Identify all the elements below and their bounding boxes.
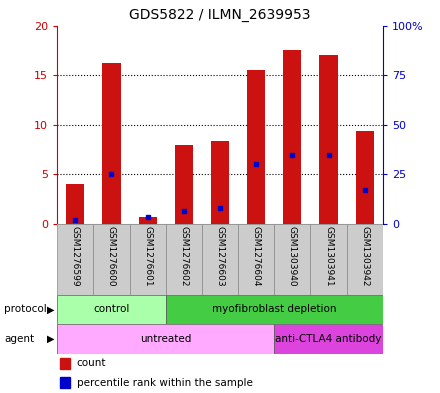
Bar [319, 55, 337, 224]
Bar [93, 224, 129, 295]
Text: count: count [77, 358, 106, 368]
Bar [166, 295, 383, 324]
Text: percentile rank within the sample: percentile rank within the sample [77, 378, 253, 388]
Text: agent: agent [4, 334, 34, 344]
Text: GSM1276601: GSM1276601 [143, 226, 152, 287]
Bar [175, 145, 193, 224]
Bar [129, 224, 166, 295]
Bar [238, 224, 274, 295]
Bar [274, 324, 383, 354]
Bar [211, 141, 229, 224]
Bar [103, 63, 121, 224]
Text: control: control [93, 305, 130, 314]
Bar [57, 224, 93, 295]
Bar [57, 324, 274, 354]
Text: GSM1276599: GSM1276599 [71, 226, 80, 287]
Bar [66, 184, 84, 224]
Text: anti-CTLA4 antibody: anti-CTLA4 antibody [275, 334, 382, 344]
Title: GDS5822 / ILMN_2639953: GDS5822 / ILMN_2639953 [129, 8, 311, 22]
Bar [274, 224, 311, 295]
Text: ▶: ▶ [47, 305, 55, 314]
Text: GSM1303941: GSM1303941 [324, 226, 333, 287]
Text: untreated: untreated [140, 334, 191, 344]
Text: myofibroblast depletion: myofibroblast depletion [212, 305, 337, 314]
Bar [356, 131, 374, 224]
Text: GSM1303940: GSM1303940 [288, 226, 297, 287]
Bar [202, 224, 238, 295]
Bar [247, 70, 265, 224]
Bar [347, 224, 383, 295]
Bar [283, 50, 301, 224]
Text: ▶: ▶ [47, 334, 55, 344]
Text: GSM1276600: GSM1276600 [107, 226, 116, 287]
Text: GSM1276604: GSM1276604 [252, 226, 260, 286]
Bar [60, 358, 70, 369]
Text: GSM1276603: GSM1276603 [216, 226, 224, 287]
Text: GSM1276602: GSM1276602 [180, 226, 188, 286]
Bar [166, 224, 202, 295]
Bar [311, 224, 347, 295]
Text: protocol: protocol [4, 305, 47, 314]
Bar [60, 377, 70, 388]
Bar [57, 295, 166, 324]
Text: GSM1303942: GSM1303942 [360, 226, 369, 286]
Bar [139, 217, 157, 224]
